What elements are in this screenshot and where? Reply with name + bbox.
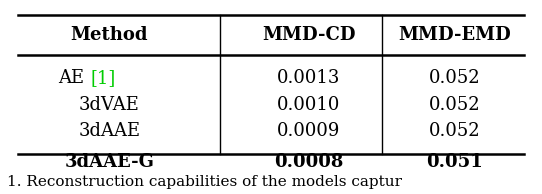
Text: 3dAAE-G: 3dAAE-G [64, 153, 154, 171]
Text: AE: AE [59, 69, 91, 87]
Text: MMD-CD: MMD-CD [262, 26, 356, 44]
Text: [1]: [1] [91, 69, 115, 87]
Text: MMD-EMD: MMD-EMD [398, 26, 511, 44]
Text: 0.0008: 0.0008 [274, 153, 344, 171]
Text: 0.0010: 0.0010 [277, 96, 340, 114]
Text: 1. Reconstruction capabilities of the models captur: 1. Reconstruction capabilities of the mo… [7, 175, 402, 189]
Text: Method: Method [70, 26, 148, 44]
Text: 0.051: 0.051 [426, 153, 483, 171]
Text: 3dAAE: 3dAAE [78, 122, 140, 140]
Text: 0.0013: 0.0013 [277, 69, 340, 87]
Text: 0.052: 0.052 [429, 69, 480, 87]
Text: 3dVAE: 3dVAE [79, 96, 140, 114]
Text: 0.052: 0.052 [429, 96, 480, 114]
Text: 0.052: 0.052 [429, 122, 480, 140]
Text: 0.0009: 0.0009 [277, 122, 340, 140]
